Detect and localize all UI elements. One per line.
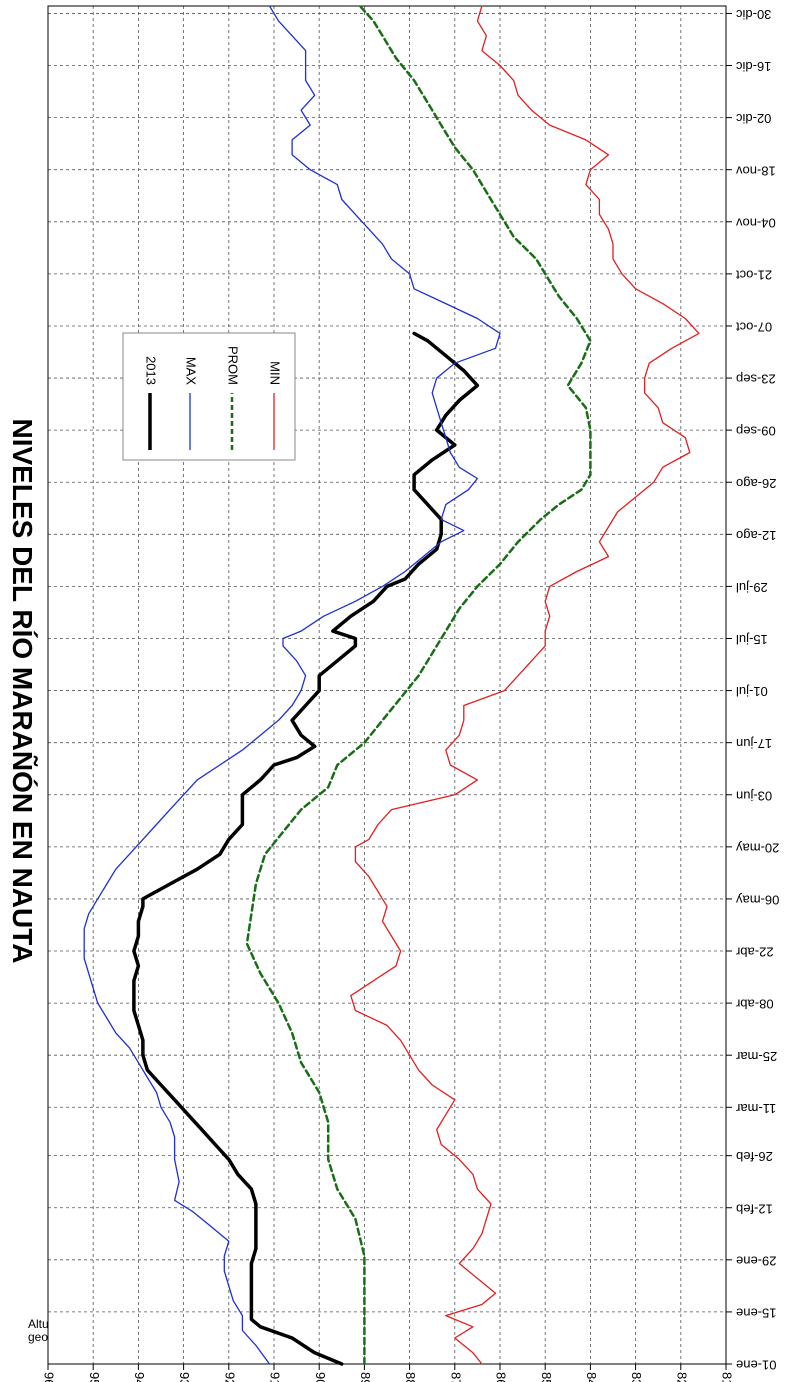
- date-tick-label: 18-nov: [736, 163, 776, 178]
- date-tick-label: 17-jun: [736, 736, 772, 751]
- date-tick-label: 29-ene: [736, 1253, 776, 1268]
- date-tick-label: 21-oct: [736, 267, 773, 282]
- date-tick-label: 30-dic: [736, 7, 772, 22]
- date-tick-label: 11-mar: [735, 1101, 776, 1116]
- value-tick-label: 94: [132, 1372, 147, 1382]
- plot-area: [48, 6, 726, 1364]
- date-tick-label: 01-jul: [736, 684, 768, 699]
- plot-border: [47, 5, 727, 1365]
- date-tick-label: 12-ago: [736, 528, 776, 543]
- value-tick-label: 83: [629, 1372, 644, 1382]
- date-tick-label: 26-ago: [736, 476, 776, 491]
- value-tick-label: 84: [584, 1372, 599, 1382]
- date-tick-label: 29-jul: [736, 580, 768, 595]
- date-tick-label: 23-sep: [736, 372, 776, 387]
- date-tick-label: 20-may: [736, 840, 780, 855]
- value-tick-label: 81: [720, 1372, 735, 1382]
- date-tick-label: 01-ene: [736, 1358, 776, 1373]
- date-tick-label: 22-abr: [735, 945, 773, 960]
- series-line-2013: [132, 331, 480, 1366]
- value-tick-label: 86: [494, 1372, 509, 1382]
- series-line-min: [350, 5, 700, 1365]
- date-tick-label: 09-sep: [736, 424, 776, 439]
- value-tick-label: 92: [222, 1372, 237, 1382]
- value-tick-label: 91: [268, 1372, 283, 1382]
- legend-label: MAX: [184, 357, 199, 386]
- date-tick-label: 04-nov: [736, 215, 776, 230]
- value-tick-label: 89: [358, 1372, 373, 1382]
- value-tick-label: 90: [313, 1372, 328, 1382]
- date-tick-label: 26-feb: [736, 1149, 773, 1164]
- legend-label: PROM: [226, 346, 241, 385]
- date-tick-label: 07-oct: [736, 320, 773, 335]
- date-tick-label: 15-ene: [736, 1305, 776, 1320]
- legend-label: 2013: [144, 356, 159, 385]
- value-tick-label: 95: [87, 1372, 102, 1382]
- date-tick-label: 12-feb: [736, 1201, 773, 1216]
- date-tick-label: 16-dic: [736, 59, 772, 74]
- date-tick-label: 06-may: [736, 892, 780, 907]
- legend-label: MIN: [268, 361, 283, 385]
- value-tick-label: 93: [177, 1372, 192, 1382]
- value-tick-label: 85: [539, 1372, 554, 1382]
- date-tick-label: 02-dic: [736, 111, 772, 126]
- series-line-prom: [245, 4, 592, 1366]
- date-tick-label: 08-abr: [735, 997, 773, 1012]
- value-tick-label: 96: [42, 1372, 57, 1382]
- series-line-max: [83, 5, 501, 1365]
- value-tick-label: 87: [448, 1372, 463, 1382]
- value-tick-label: 82: [674, 1372, 689, 1382]
- value-tick-label: 88: [403, 1372, 418, 1382]
- date-tick-label: 03-jun: [736, 788, 772, 803]
- date-tick-label: 25-mar: [735, 1049, 777, 1064]
- date-tick-label: 15-jul: [736, 632, 768, 647]
